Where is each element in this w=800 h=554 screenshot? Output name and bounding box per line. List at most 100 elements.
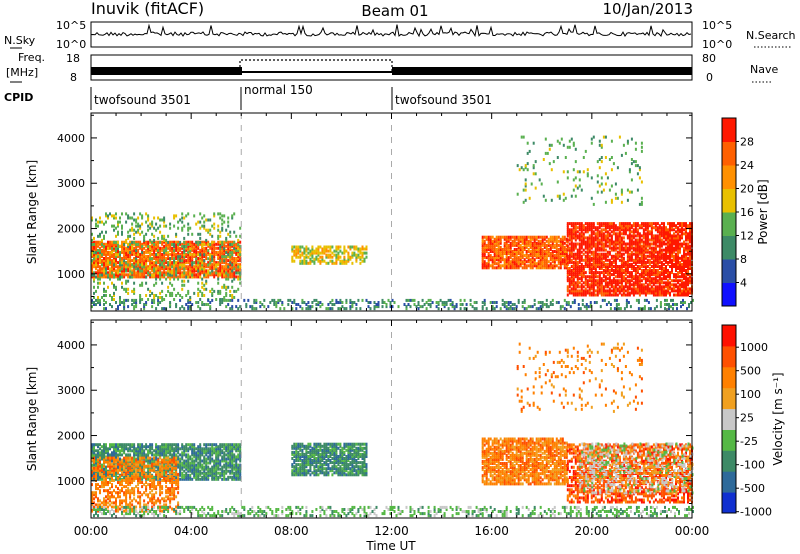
data-cell [604, 248, 607, 252]
data-cell [487, 266, 490, 270]
data-cell [553, 264, 556, 268]
data-cell [159, 248, 162, 252]
data-cell [203, 275, 206, 279]
data-cell [489, 243, 492, 247]
data-cell [185, 273, 188, 277]
data-cell [648, 271, 651, 275]
data-cell [503, 305, 506, 309]
data-cell [173, 257, 176, 261]
data-cell [217, 269, 220, 273]
data-cell [239, 259, 242, 263]
data-cell [103, 245, 105, 248]
data-cell [632, 281, 635, 285]
data-cell [606, 271, 609, 275]
data-cell [303, 255, 306, 259]
data-cell [604, 279, 607, 283]
data-cell [203, 214, 206, 218]
data-cell [654, 226, 657, 230]
data-cell [600, 228, 603, 232]
data-cell [600, 271, 603, 275]
data-cell [590, 222, 593, 226]
data-cell [650, 232, 653, 236]
data-cell [598, 230, 601, 234]
data-cell [667, 283, 669, 287]
data-cell [201, 248, 204, 252]
data-cell [103, 236, 105, 240]
data-cell [293, 298, 296, 302]
data-cell [618, 226, 621, 230]
data-cell [173, 298, 176, 301]
data-cell [517, 266, 520, 270]
data-cell [141, 216, 144, 220]
data-cell [443, 303, 446, 306]
data-cell [161, 296, 164, 299]
data-cell [113, 252, 115, 256]
data-cell [541, 258, 544, 262]
data-cell [209, 307, 212, 311]
data-cell [608, 244, 611, 248]
data-cell [614, 240, 617, 244]
data-cell [515, 266, 518, 270]
data-cell [543, 264, 546, 268]
data-cell [689, 287, 691, 291]
data-cell [584, 246, 587, 250]
data-cell [133, 259, 136, 263]
data-cell [616, 242, 619, 246]
data-cell [656, 271, 659, 275]
data-cell [185, 261, 188, 265]
data-cell [515, 243, 518, 247]
data-cell [584, 262, 587, 266]
data-cell [151, 305, 154, 309]
data-cell [157, 267, 160, 271]
data-cell [145, 212, 148, 216]
data-cell [620, 242, 623, 246]
data-cell [650, 271, 653, 275]
data-cell [185, 246, 188, 250]
data-cell [604, 285, 607, 289]
data-cell [618, 285, 621, 289]
data-cell [656, 230, 659, 234]
data-cell [173, 216, 176, 220]
data-cell [187, 222, 190, 226]
data-cell [517, 301, 520, 304]
data-cell [199, 289, 202, 293]
data-cell [157, 259, 160, 263]
data-cell [588, 271, 591, 275]
data-cell [445, 303, 448, 306]
data-cell [628, 232, 631, 236]
data-cell [231, 257, 234, 260]
data-cell [634, 291, 637, 295]
nsky-label: N.Sky [4, 34, 36, 47]
data-cell [181, 226, 184, 230]
data-cell [163, 273, 166, 277]
data-cell [157, 273, 160, 277]
data-cell [658, 293, 661, 297]
data-cell [111, 305, 113, 309]
data-cell [217, 224, 220, 228]
data-cell [634, 289, 637, 293]
data-cell [582, 236, 585, 240]
data-cell [622, 269, 625, 272]
data-cell [221, 218, 224, 222]
data-cell [585, 307, 588, 311]
data-cell [233, 289, 236, 293]
data-cell [632, 222, 635, 226]
data-cell [213, 289, 216, 293]
data-cell [687, 258, 689, 262]
data-cell [665, 230, 667, 234]
nsearch-label: N.Search [746, 29, 796, 42]
data-cell [606, 293, 609, 297]
data-cell [630, 262, 633, 266]
data-cell [568, 228, 571, 232]
data-cell [671, 242, 673, 246]
data-cell [559, 260, 562, 264]
data-cell [632, 283, 635, 287]
data-cell [610, 256, 613, 260]
data-cell [227, 246, 230, 250]
data-cell [574, 232, 577, 236]
data-cell [600, 293, 603, 297]
data-cell [187, 232, 190, 236]
data-cell [133, 269, 136, 273]
data-cell [584, 258, 587, 262]
data-cell [677, 279, 679, 283]
